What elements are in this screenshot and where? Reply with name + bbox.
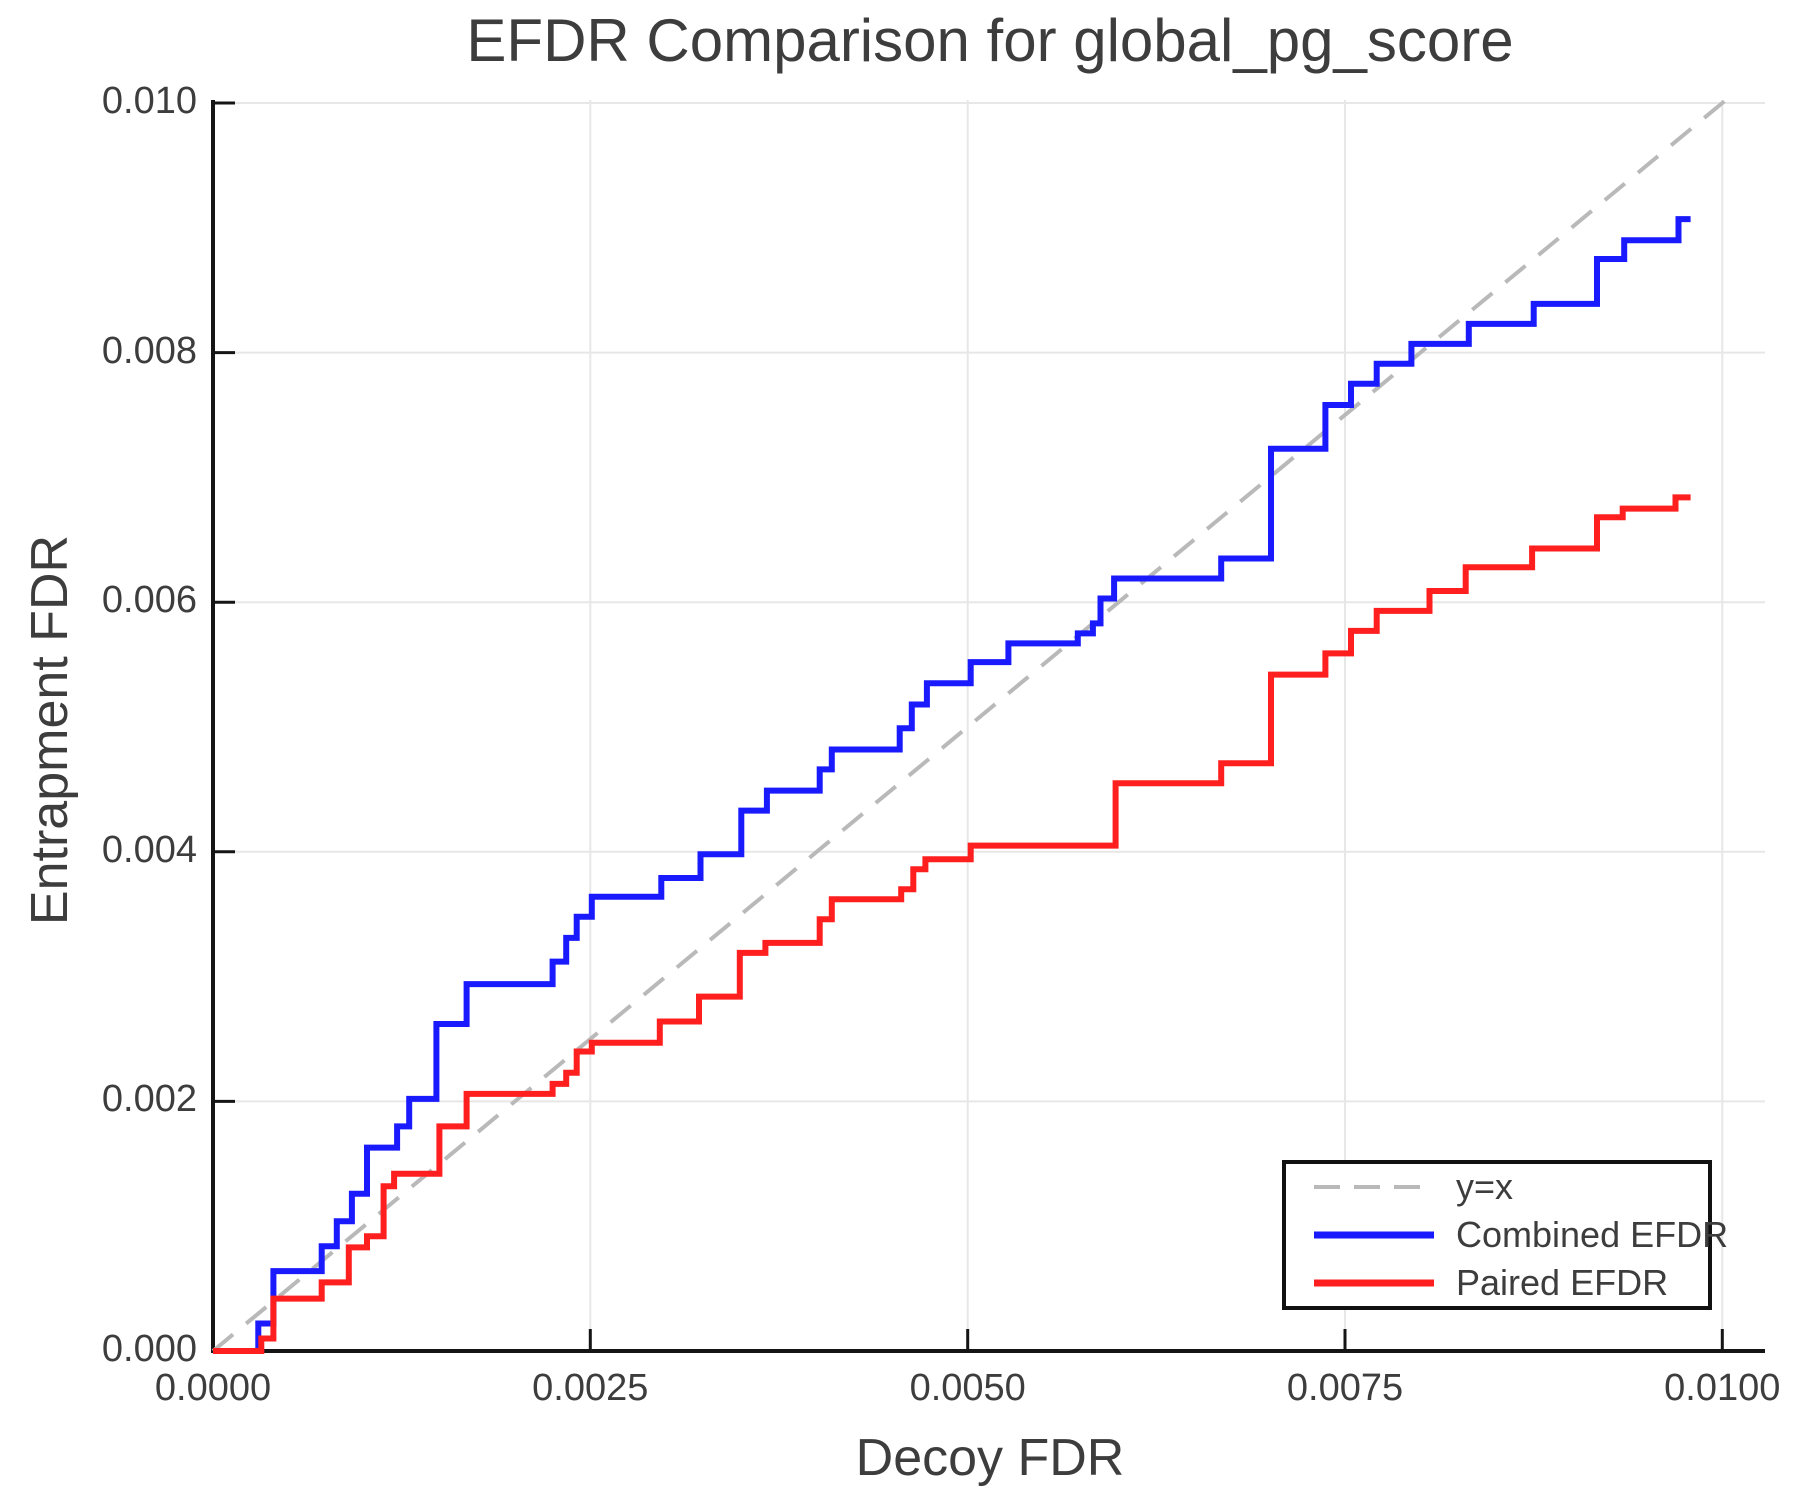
chart-title: EFDR Comparison for global_pg_score	[466, 7, 1514, 74]
x-axis-title: Decoy FDR	[855, 1429, 1125, 1487]
legend-label-combined-efdr: Combined EFDR	[1456, 1214, 1729, 1255]
series-lines	[211, 98, 1727, 1354]
identity-line	[211, 98, 1727, 1353]
paired-line-sample-icon	[1314, 1279, 1434, 1287]
y-tick-label: 0.000	[101, 1328, 197, 1370]
legend-item-identity: y=x	[1286, 1166, 1708, 1208]
legend: y=x Combined EFDR Paired EFDR	[1282, 1160, 1728, 1310]
legend-label-identity: y=x	[1456, 1166, 1514, 1207]
x-tick-label: 0.0000	[154, 1367, 272, 1409]
axes-spines	[211, 100, 1765, 1353]
y-tick-label: 0.004	[101, 828, 197, 871]
legend-item-paired-efdr: Paired EFDR	[1286, 1262, 1708, 1304]
y-tick-label: 0.010	[101, 80, 197, 122]
x-tick-label: 0.0100	[1664, 1367, 1781, 1409]
combined-line-sample-icon	[1314, 1231, 1434, 1239]
legend-label-paired-efdr: Paired EFDR	[1456, 1262, 1669, 1303]
gridlines	[213, 100, 1765, 1351]
x-tick-label: 0.0050	[909, 1367, 1026, 1409]
legend-item-combined-efdr: Combined EFDR	[1286, 1214, 1728, 1256]
combined-efdr-line	[213, 216, 1691, 1354]
y-tick-label: 0.008	[101, 329, 197, 372]
x-tick-label: 0.0075	[1286, 1367, 1404, 1409]
y-tick-label: 0.006	[101, 579, 197, 622]
identity-line-sample-icon	[1314, 1185, 1434, 1189]
x-tick-label: 0.0025	[532, 1367, 649, 1409]
paired-efdr-line	[213, 494, 1691, 1354]
y-tick-label: 0.002	[101, 1078, 197, 1121]
